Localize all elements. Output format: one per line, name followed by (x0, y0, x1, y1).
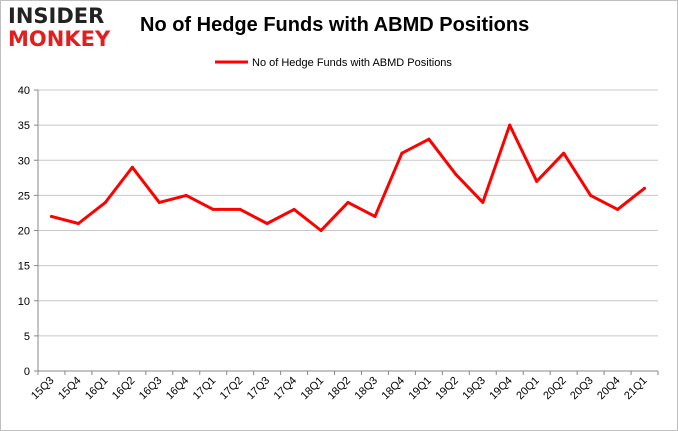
y-tick-label: 30 (18, 155, 30, 167)
data-point (238, 207, 242, 211)
logo-line-1: INSIDER (8, 4, 105, 28)
x-tick-label: 16Q2 (110, 375, 138, 403)
data-point (508, 123, 512, 127)
y-tick-label: 0 (24, 366, 30, 378)
data-point (535, 179, 539, 183)
y-tick-label: 25 (18, 190, 30, 202)
data-point (589, 193, 593, 197)
data-point (643, 186, 647, 190)
y-tick-label: 15 (18, 261, 30, 273)
data-point (373, 214, 377, 218)
x-tick-label: 17Q4 (272, 375, 300, 403)
x-tick-label: 17Q3 (245, 375, 273, 403)
data-point (616, 207, 620, 211)
x-tick-label: 20Q4 (595, 375, 623, 403)
data-point (427, 137, 431, 141)
insider-monkey-logo: INSIDER MONKEY (8, 6, 126, 50)
y-tick-label: 5 (24, 331, 30, 343)
data-point (76, 221, 80, 225)
legend-label: No of Hedge Funds with ABMD Positions (252, 57, 452, 69)
x-tick-label: 20Q2 (541, 375, 569, 403)
x-tick-label: 15Q3 (29, 375, 57, 403)
chart-title: No of Hedge Funds with ABMD Positions (140, 14, 530, 36)
x-tick-label: 18Q2 (326, 375, 354, 403)
y-tick-label: 40 (18, 85, 30, 97)
y-tick-label: 20 (18, 226, 30, 238)
data-point (157, 200, 161, 204)
x-tick-label: 19Q4 (487, 375, 515, 403)
x-tick-label: 16Q3 (137, 375, 165, 403)
x-tick-label: 19Q1 (406, 375, 434, 403)
data-point (319, 229, 323, 232)
data-point (265, 221, 269, 225)
x-tick-label: 18Q3 (353, 375, 381, 403)
y-tick-label: 10 (18, 296, 30, 308)
data-point (292, 207, 296, 211)
x-tick-label: 17Q1 (191, 375, 219, 403)
x-tick-label: 20Q3 (568, 375, 596, 403)
data-point (49, 214, 53, 218)
logo-line-2: MONKEY (8, 27, 111, 51)
data-point (130, 165, 134, 169)
x-tick-label: 18Q1 (299, 375, 327, 403)
data-point (184, 193, 188, 197)
data-point (346, 200, 350, 204)
x-tick-label: 19Q2 (433, 375, 461, 403)
data-point (103, 200, 107, 204)
data-point (481, 200, 485, 204)
x-tick-label: 15Q4 (56, 375, 84, 403)
x-tick-label: 17Q2 (218, 375, 246, 403)
x-tick-label: 16Q4 (164, 375, 192, 403)
x-tick-label: 16Q1 (83, 375, 111, 403)
data-point (211, 207, 215, 211)
data-point (400, 151, 404, 155)
x-tick-label: 18Q4 (380, 375, 408, 403)
x-tick-label: 21Q1 (622, 375, 650, 403)
data-point (562, 151, 566, 155)
x-tick-label: 20Q1 (514, 375, 542, 403)
data-point (454, 172, 458, 176)
y-tick-label: 35 (18, 120, 30, 132)
x-tick-label: 19Q3 (460, 375, 488, 403)
series-line (50, 123, 646, 232)
